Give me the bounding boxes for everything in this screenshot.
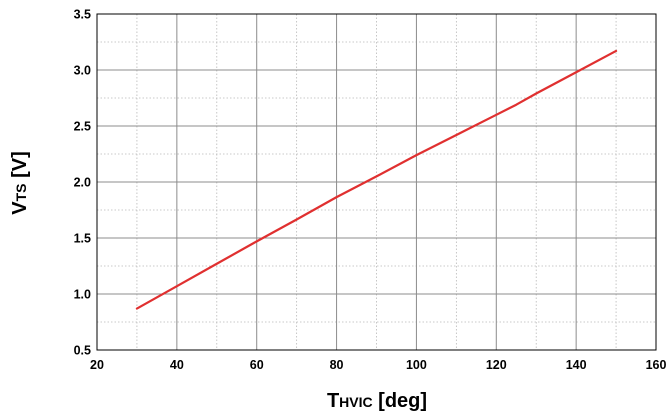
series-layer xyxy=(135,49,618,310)
plot-frame xyxy=(96,13,657,351)
x-axis-title-main: T xyxy=(327,390,339,412)
y-tick-label: 1.5 xyxy=(74,232,91,246)
y-tick-label: 3.0 xyxy=(74,64,91,78)
series-line-0 xyxy=(135,49,618,310)
x-tick-label: 40 xyxy=(170,358,184,372)
x-tick-label: 140 xyxy=(566,358,587,372)
x-tick-label: 80 xyxy=(330,358,344,372)
x-axis-title-unit: [deg] xyxy=(373,390,427,412)
x-tick-label: 100 xyxy=(406,358,427,372)
x-axis-title-sub: HVIC xyxy=(339,394,372,410)
x-tick-labels: 20 40 60 80 100 120 140 160 xyxy=(90,358,666,372)
y-axis-title: VTS [V] xyxy=(9,151,31,214)
x-axis-title: THVIC [deg] xyxy=(327,390,427,412)
x-tick-label: 60 xyxy=(250,358,264,372)
y-tick-label: 1.0 xyxy=(74,288,91,302)
y-axis-title-unit: [V] xyxy=(9,151,31,183)
y-axis-title-sub: TS xyxy=(13,183,29,201)
y-tick-label: 2.0 xyxy=(74,176,91,190)
x-tick-label: 120 xyxy=(486,358,507,372)
x-tick-label: 160 xyxy=(646,358,667,372)
y-tick-label: 3.5 xyxy=(74,8,91,22)
y-tick-label: 0.5 xyxy=(74,344,91,358)
x-tick-label: 20 xyxy=(90,358,104,372)
y-tick-label: 2.5 xyxy=(74,120,91,134)
y-axis-title-main: V xyxy=(9,201,31,215)
y-tick-labels: 0.5 1.0 1.5 2.0 2.5 3.0 3.5 xyxy=(74,8,91,358)
